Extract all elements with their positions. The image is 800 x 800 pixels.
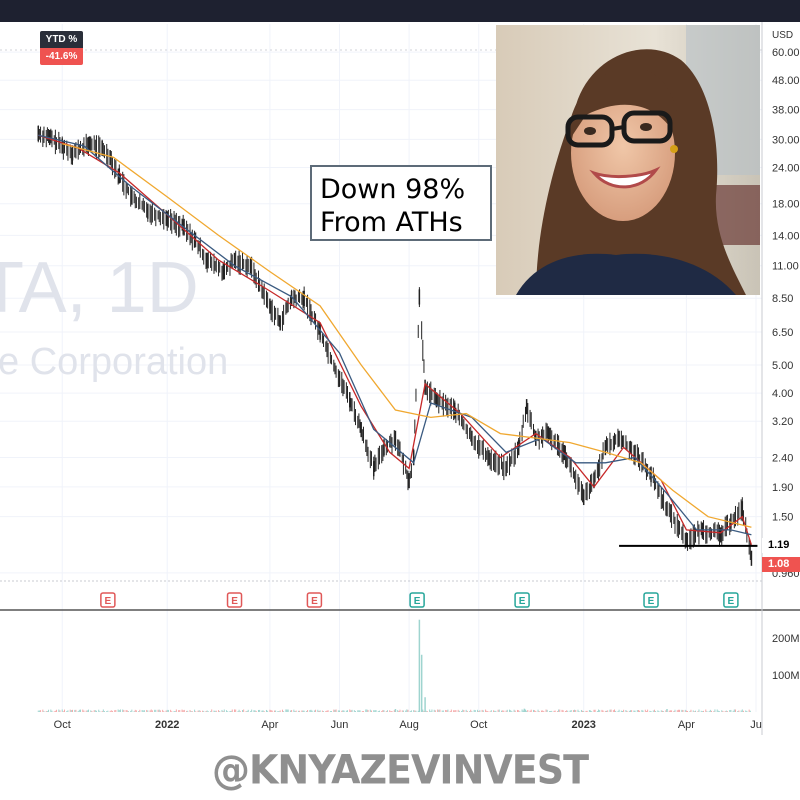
earnings-marker-box-0 (100, 592, 116, 608)
earnings-marker-3: E (409, 592, 425, 608)
y-tick-label-2: 38.00 (772, 105, 800, 117)
x-tick-label-5: Oct (470, 719, 487, 731)
earnings-marker-label-3: E (414, 596, 421, 607)
x-tick-label-2: Apr (261, 719, 278, 731)
y-tick-label-8: 8.50 (772, 293, 793, 305)
earnings-marker-2: E (306, 592, 323, 608)
y-tick-label-0: 60.00 (772, 47, 800, 59)
volume-tick-label-1: 100M (772, 670, 800, 682)
price-tag-last: 1.08 (762, 557, 800, 573)
series-line-ma-mid (38, 134, 752, 536)
y-tick-label-4: 24.00 (772, 162, 800, 174)
earnings-marker-box-2 (306, 592, 323, 608)
symbol-watermark-text: TA, 1D (0, 248, 199, 328)
time-axis: Oct 2022 Apr Jun Aug Oct 2023 Apr Ju (54, 719, 762, 731)
portrait-photo (496, 25, 760, 295)
earnings-marker-label-0: E (105, 596, 112, 607)
y-tick-label-15: 1.50 (772, 512, 793, 524)
series-line-ma-fast (38, 134, 753, 546)
y-tick-label-11: 4.00 (772, 388, 793, 400)
ytd-value: -41.6% (40, 48, 83, 65)
symbol-watermark: TA, 1D e Corporation (0, 248, 228, 383)
ytd-label: YTD % (40, 31, 83, 48)
annotation-line-1: Down 98% (320, 174, 466, 205)
earnings-marker-box-3 (409, 592, 425, 608)
earnings-marker-label-2: E (311, 596, 318, 607)
y-tick-label-5: 18.00 (772, 199, 800, 211)
earnings-marker-6: E (723, 592, 739, 608)
author-watermark: @KNYAZEVINVEST (211, 746, 589, 794)
company-watermark-text: e Corporation (0, 341, 228, 383)
x-tick-label-4: Aug (399, 719, 419, 731)
earnings-marker-4: E (514, 592, 530, 608)
y-tick-label-12: 3.20 (772, 416, 793, 428)
currency-label: USD (772, 30, 793, 41)
y-tick-label-1: 48.00 (772, 75, 800, 87)
earnings-marker-label-4: E (519, 596, 526, 607)
moving-averages (38, 134, 753, 546)
x-tick-label-1: 2022 (155, 719, 179, 731)
price-axis: USD 60.00 48.00 38.00 30.00 24.00 18.00 14.00 11… (772, 30, 800, 580)
annotation-line-2: From ATHs (320, 207, 463, 238)
y-tick-label-10: 5.00 (772, 360, 793, 372)
earnings-marker-label-6: E (728, 596, 735, 607)
earnings-marker-label-1: E (231, 596, 238, 607)
y-tick-label-3: 30.00 (772, 134, 800, 146)
y-tick-label-13: 2.40 (772, 452, 793, 464)
x-tick-label-8: Ju (750, 719, 762, 731)
earnings-marker-0: E (100, 592, 116, 608)
y-tick-label-6: 14.00 (772, 230, 800, 242)
earnings-marker-box-1 (226, 592, 243, 608)
x-tick-label-7: Apr (678, 719, 695, 731)
earnings-marker-label-5: E (648, 596, 655, 607)
x-tick-label-0: Oct (54, 719, 71, 731)
x-tick-label-3: Jun (331, 719, 349, 731)
annotation-box: Down 98% From ATHs (310, 165, 492, 241)
x-tick-label-6: 2023 (571, 719, 595, 731)
volume-bars (37, 619, 751, 712)
earnings-marker-5: E (643, 592, 659, 608)
volume-axis: 200M 100M (772, 633, 800, 682)
volume-tick-label-0: 200M (772, 633, 800, 645)
price-chart: TA, 1D e Corporation E E E E E E E USD 60.00 48.… (0, 22, 800, 735)
y-tick-label-14: 1.90 (772, 482, 793, 494)
grid (0, 22, 800, 735)
y-tick-label-9: 6.50 (772, 327, 793, 339)
ytd-badge: YTD % -41.6% (40, 31, 83, 65)
top-toolbar (0, 0, 800, 22)
earnings-marker-1: E (226, 592, 243, 608)
earnings-marker-box-5 (643, 592, 659, 608)
price-tag-support: 1.19 (762, 537, 800, 553)
y-tick-label-7: 11.00 (772, 261, 799, 273)
series-line-ma-slow (62, 143, 752, 528)
earnings-marker-box-6 (723, 592, 739, 608)
earnings-marker-box-4 (514, 592, 530, 608)
